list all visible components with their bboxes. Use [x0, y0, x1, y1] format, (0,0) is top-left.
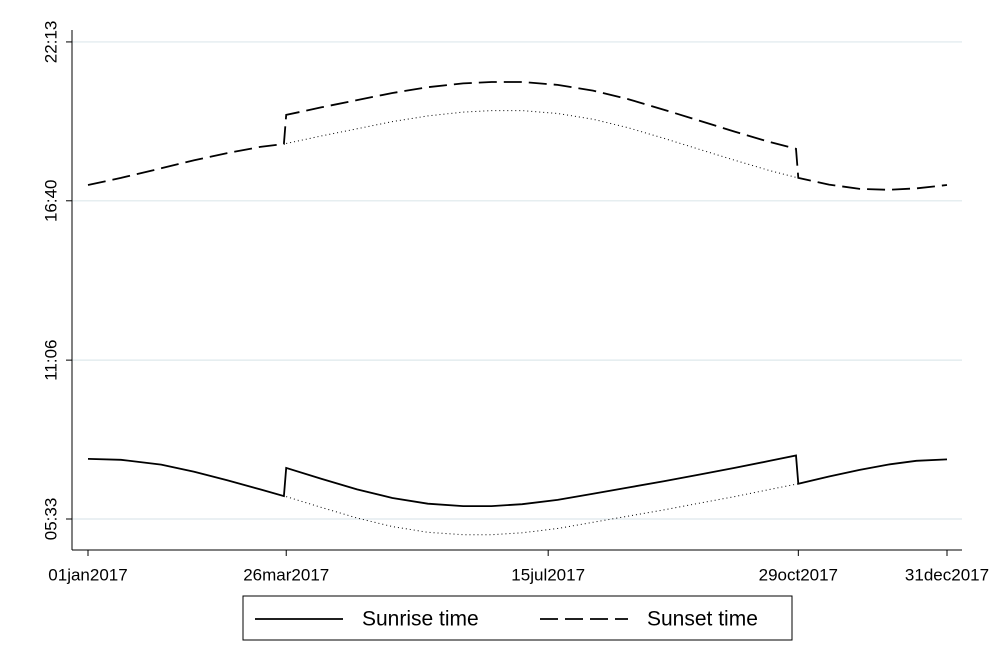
legend-label: Sunrise time: [362, 608, 479, 631]
y-tick-label: 22:13: [41, 21, 60, 64]
series-line: [87, 81, 948, 191]
series-line: [286, 483, 799, 536]
legend-label: Sunset time: [647, 608, 758, 631]
x-tick-label: 29oct2017: [759, 565, 838, 584]
x-tick-label: 31dec2017: [905, 565, 989, 584]
y-tick-label: 16:40: [41, 180, 60, 223]
y-tick-label: 11:06: [41, 339, 60, 380]
x-tick-label: 26mar2017: [243, 565, 329, 584]
series-line: [87, 454, 948, 507]
x-tick-label: 15jul2017: [511, 565, 585, 584]
series-line: [286, 110, 799, 179]
x-tick-label: 01jan2017: [48, 565, 127, 584]
legend-box: [242, 595, 793, 641]
y-tick-label: 05:33: [41, 498, 60, 541]
